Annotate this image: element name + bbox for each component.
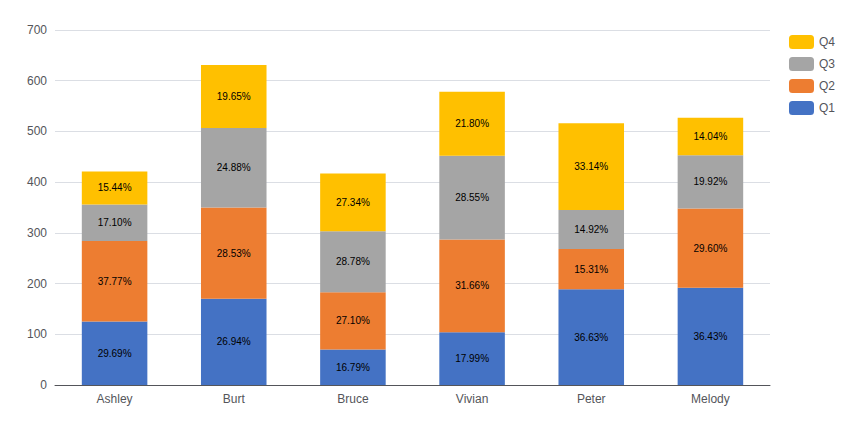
svg-text:527: 527 [700,100,720,114]
svg-text:200: 200 [27,277,47,291]
svg-text:Vivian: Vivian [456,392,488,406]
svg-text:400: 400 [27,175,47,189]
svg-text:Peter: Peter [577,392,606,406]
svg-text:600: 600 [27,74,47,88]
svg-text:28.55%: 28.55% [455,192,489,203]
svg-text:14.92%: 14.92% [574,224,608,235]
svg-text:0: 0 [40,378,47,392]
svg-text:15.31%: 15.31% [574,264,608,275]
svg-text:29.69%: 29.69% [98,348,132,359]
svg-text:28.78%: 28.78% [336,256,370,267]
svg-text:33.14%: 33.14% [574,161,608,172]
svg-text:21.80%: 21.80% [455,118,489,129]
svg-text:Q4: Q4 [819,35,835,49]
svg-text:Q1: Q1 [819,101,835,115]
svg-text:31.66%: 31.66% [455,280,489,291]
svg-text:15.44%: 15.44% [98,182,132,193]
svg-text:Q3: Q3 [819,57,835,71]
svg-text:300: 300 [27,226,47,240]
svg-text:Ashley: Ashley [97,392,133,406]
svg-text:19.65%: 19.65% [217,91,251,102]
svg-text:19.92%: 19.92% [693,176,727,187]
svg-text:100: 100 [27,327,47,341]
svg-text:17.10%: 17.10% [98,217,132,228]
svg-text:Q2: Q2 [819,79,835,93]
svg-text:578: 578 [462,74,482,88]
svg-text:36.63%: 36.63% [574,332,608,343]
svg-text:700: 700 [27,23,47,37]
svg-text:516: 516 [581,105,601,119]
svg-text:Melody: Melody [691,392,730,406]
svg-text:Bruce: Bruce [337,392,369,406]
svg-text:421: 421 [105,153,125,167]
svg-text:26.94%: 26.94% [217,336,251,347]
svg-text:17.99%: 17.99% [455,353,489,364]
svg-text:16.79%: 16.79% [336,362,370,373]
svg-text:28.53%: 28.53% [217,248,251,259]
svg-text:29.60%: 29.60% [693,243,727,254]
svg-text:500: 500 [27,124,47,138]
svg-text:36.43%: 36.43% [693,331,727,342]
svg-text:27.34%: 27.34% [336,197,370,208]
svg-text:417: 417 [343,156,363,170]
svg-text:14.04%: 14.04% [693,131,727,142]
svg-text:37.77%: 37.77% [98,276,132,287]
svg-text:631: 631 [224,47,244,61]
svg-text:27.10%: 27.10% [336,315,370,326]
svg-text:Burt: Burt [223,392,246,406]
svg-text:24.88%: 24.88% [217,162,251,173]
